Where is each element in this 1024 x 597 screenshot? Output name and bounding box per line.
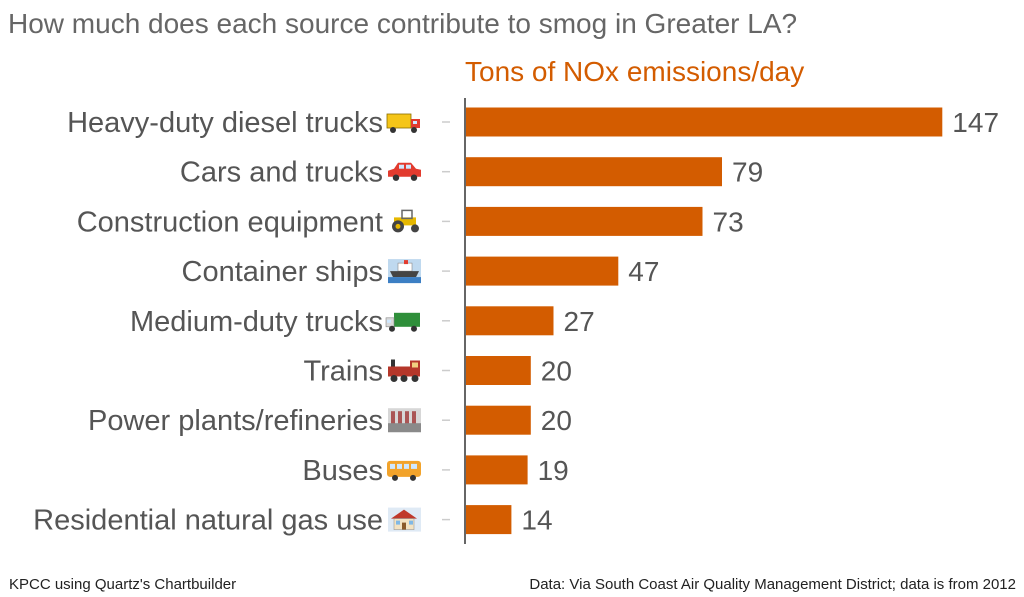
bar	[466, 306, 554, 336]
category-label: Buses	[302, 455, 383, 487]
bar	[466, 256, 619, 286]
bar	[466, 405, 531, 435]
chart-title: How much does each source contribute to …	[8, 8, 798, 39]
value-label: 14	[521, 505, 552, 536]
category-label: Residential natural gas use	[33, 505, 383, 537]
bar	[466, 206, 703, 236]
category-label: Heavy-duty diesel trucks	[67, 107, 383, 139]
locomotive-icon	[388, 359, 420, 382]
chart-subtitle: Tons of NOx emissions/day	[465, 56, 805, 87]
category-label: Cars and trucks	[180, 157, 383, 189]
tractor-icon	[391, 209, 420, 234]
bar	[466, 356, 531, 385]
value-label: 147	[952, 107, 999, 138]
category-label: Power plants/refineries	[88, 405, 383, 437]
value-label: 19	[538, 455, 569, 486]
bus-icon	[387, 460, 421, 481]
value-label: 47	[628, 256, 659, 287]
lorry-icon	[385, 312, 421, 333]
credit-text: KPCC using Quartz's Chartbuilder	[9, 576, 237, 593]
bar	[466, 157, 722, 187]
bar	[466, 505, 512, 535]
category-label: Container ships	[182, 256, 384, 288]
category-label: Trains	[304, 356, 384, 388]
car-icon	[388, 162, 421, 181]
house-icon	[387, 507, 422, 533]
delivery-truck-icon	[386, 113, 421, 134]
value-label: 20	[541, 356, 572, 387]
value-label: 79	[732, 157, 763, 188]
factory-icon	[388, 408, 421, 433]
bar	[466, 455, 528, 485]
category-label: Construction equipment	[77, 206, 383, 238]
category-label: Medium-duty trucks	[130, 306, 383, 338]
value-label: 73	[713, 206, 744, 237]
ship-icon	[387, 258, 422, 284]
value-label: 20	[541, 405, 572, 436]
bar	[466, 107, 943, 137]
source-text: Data: Via South Coast Air Quality Manage…	[529, 576, 1016, 593]
value-label: 27	[564, 306, 595, 337]
